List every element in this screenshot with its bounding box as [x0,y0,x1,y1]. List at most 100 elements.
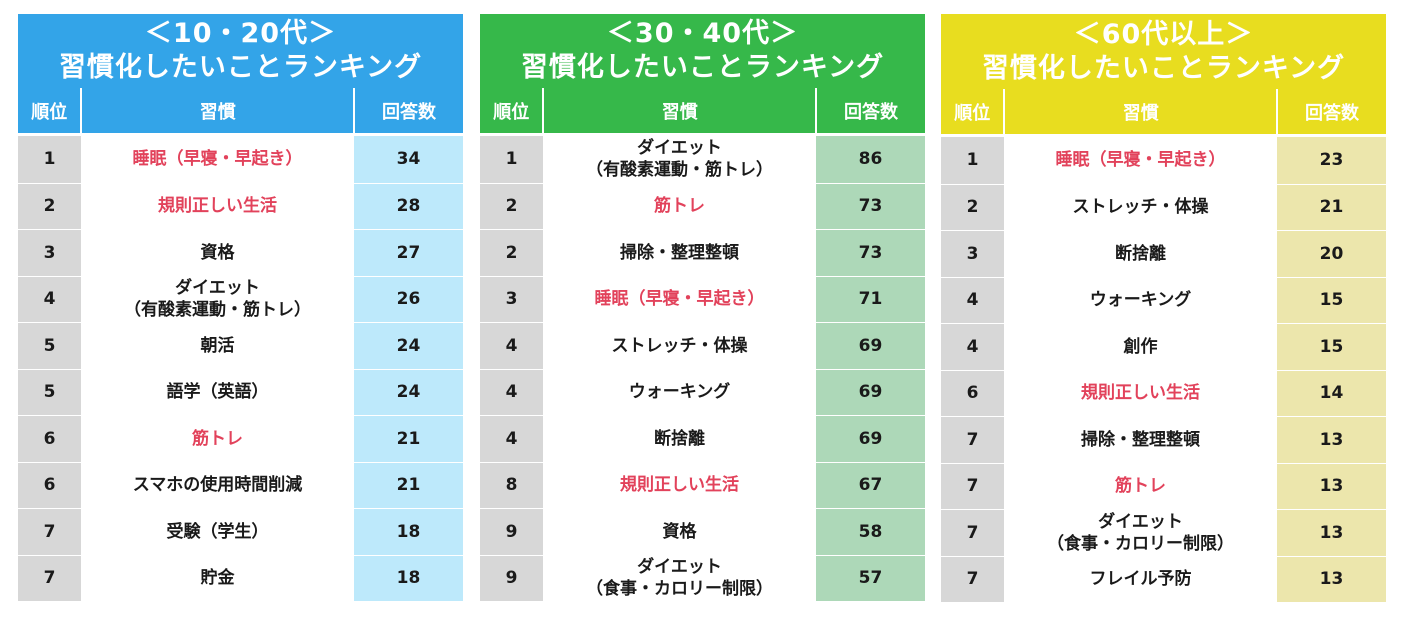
header-habit: 習慣 [1003,89,1276,134]
rank-cell: 4 [941,324,1004,370]
rank-cell: 7 [941,556,1004,602]
table-row: 6 規則正しい生活 14 [941,369,1386,416]
table-row: 4 ウォーキング 15 [941,276,1386,323]
count-cell: 21 [354,416,463,462]
habit-label: 資格 [662,521,697,542]
habit-cell: ストレッチ・体操 [1004,184,1277,230]
table-row: 6 スマホの使用時間削減 21 [18,461,463,508]
habit-cell: 資格 [81,230,354,276]
table-row: 9 資格 58 [480,508,925,555]
table-row: 7 貯金 18 [18,554,463,601]
rank-cell: 4 [941,277,1004,323]
table-body: 1 ダイエット （有酸素運動・筋トレ） 86 2 筋トレ 73 2 掃除・整理整頓 73 3 睡眠（早… [480,136,925,601]
rank-cell: 1 [18,136,81,183]
panel-title: ＜30・40代＞ 習慣化したいことランキング [480,14,925,88]
header-count: 回答数 [352,88,463,133]
count-cell: 26 [354,276,463,322]
count-cell: 20 [1277,231,1386,277]
count-cell: 28 [354,183,463,229]
table-body: 1 睡眠（早寝・早起き） 23 2 ストレッチ・体操 21 3 断捨離 20 4 ウォーキング 15 4… [941,137,1386,602]
table-row: 5 語学（英語） 24 [18,368,463,415]
rank-cell: 6 [18,416,81,462]
table-row: 4 断捨離 69 [480,415,925,462]
rank-cell: 7 [941,510,1004,556]
habit-label: ダイエット [637,138,722,159]
header-habit: 習慣 [80,88,353,133]
count-cell: 69 [816,323,925,369]
habit-cell: ダイエット （有酸素運動・筋トレ） [81,276,354,322]
table-row: 3 資格 27 [18,229,463,276]
habit-label: 掃除・整理整頓 [1081,429,1200,450]
count-cell: 24 [354,369,463,415]
ranking-panel-60s-plus: ＜60代以上＞ 習慣化したいことランキング 順位 習慣 回答数 1 睡眠（早寝・早… [941,14,1386,602]
habit-cell: フレイル予防 [1004,556,1277,602]
rank-cell: 8 [480,462,543,508]
habit-cell: 掃除・整理整頓 [543,230,816,276]
habit-label: 貯金 [200,568,235,589]
habit-label: 睡眠（早寝・早起き） [1055,150,1226,171]
rank-cell: 3 [941,231,1004,277]
rank-cell: 6 [18,462,81,508]
habit-label: スマホの使用時間削減 [132,475,303,496]
habit-label: ダイエット [1098,511,1183,532]
rank-cell: 9 [480,509,543,555]
habit-sublabel: （有酸素運動・筋トレ） [124,300,311,321]
table-row: 3 睡眠（早寝・早起き） 71 [480,275,925,322]
count-cell: 18 [354,509,463,555]
header-count: 回答数 [1275,89,1386,134]
habit-cell: ウォーキング [543,369,816,415]
table-body: 1 睡眠（早寝・早起き） 34 2 規則正しい生活 28 3 資格 27 4 ダイエット （有酸素運動… [18,136,463,601]
rank-cell: 4 [480,369,543,415]
rank-cell: 2 [480,230,543,276]
table-row: 1 ダイエット （有酸素運動・筋トレ） 86 [480,136,925,183]
panel-title-subtitle: 習慣化したいことランキング [981,52,1346,84]
habit-label: ストレッチ・体操 [611,335,748,356]
count-cell: 18 [354,555,463,601]
count-cell: 15 [1277,277,1386,323]
habit-label: 筋トレ [1115,476,1166,497]
panel-title-age: ＜60代以上＞ [1073,18,1254,50]
habit-cell: ダイエット （有酸素運動・筋トレ） [543,136,816,183]
habit-label: 規則正しい生活 [1081,383,1200,404]
habit-label: 掃除・整理整頓 [620,242,739,263]
habit-label: 筋トレ [192,428,243,449]
table-header: 順位 習慣 回答数 [480,88,925,133]
table-row: 4 ウォーキング 69 [480,368,925,415]
count-cell: 71 [816,276,925,322]
habit-label: 断捨離 [1115,243,1166,264]
header-count: 回答数 [814,88,925,133]
table-row: 1 睡眠（早寝・早起き） 34 [18,136,463,183]
habit-cell: 受験（学生） [81,509,354,555]
table-row: 7 筋トレ 13 [941,462,1386,509]
habit-cell: ストレッチ・体操 [543,323,816,369]
table-row: 1 睡眠（早寝・早起き） 23 [941,137,1386,184]
rank-cell: 7 [941,463,1004,509]
count-cell: 13 [1277,510,1386,556]
panel-title-subtitle: 習慣化したいことランキング [520,52,885,83]
ranking-panel-10-20s: ＜10・20代＞ 習慣化したいことランキング 順位 習慣 回答数 1 睡眠（早寝・… [18,14,463,601]
habit-label: 朝活 [200,335,235,356]
count-cell: 21 [354,462,463,508]
ranking-panel-30-40s: ＜30・40代＞ 習慣化したいことランキング 順位 習慣 回答数 1 ダイエット（… [480,14,925,601]
header-rank: 順位 [954,102,991,124]
rank-cell: 2 [480,183,543,229]
habit-label: 語学（英語） [166,382,269,403]
habit-cell: 規則正しい生活 [81,183,354,229]
habit-label: 資格 [200,242,235,263]
habit-cell: 断捨離 [1004,231,1277,277]
count-cell: 69 [816,416,925,462]
count-cell: 13 [1277,556,1386,602]
habit-cell: ダイエット （食事・カロリー制限） [1004,510,1277,556]
habit-cell: 睡眠（早寝・早起き） [543,276,816,322]
rank-cell: 4 [480,416,543,462]
habit-cell: 規則正しい生活 [543,462,816,508]
habit-cell: 規則正しい生活 [1004,370,1277,416]
table-row: 4 ダイエット （有酸素運動・筋トレ） 26 [18,275,463,322]
habit-cell: 掃除・整理整頓 [1004,417,1277,463]
rank-cell: 7 [18,509,81,555]
count-cell: 23 [1277,137,1386,184]
table-row: 5 朝活 24 [18,322,463,369]
habit-cell: 資格 [543,509,816,555]
count-cell: 58 [816,509,925,555]
habit-cell: 筋トレ [1004,463,1277,509]
